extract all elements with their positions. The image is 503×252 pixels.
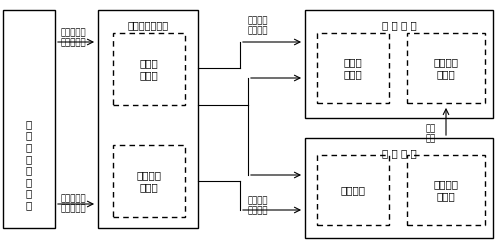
Text: 标定参数
数据库: 标定参数 数据库 [434, 179, 459, 201]
Text: 目标截面
尺寸模型: 目标截面 尺寸模型 [248, 16, 268, 35]
Text: 标 定 模 块: 标 定 模 块 [382, 148, 416, 158]
Text: 标定
参数: 标定 参数 [426, 124, 436, 143]
Bar [113, 33, 185, 105]
Bar [98, 10, 198, 228]
Bar [407, 33, 485, 103]
Bar [305, 10, 493, 118]
Text: 图像预处理模块: 图像预处理模块 [127, 20, 169, 30]
Bar [305, 138, 493, 238]
Text: 检测结果
数据库: 检测结果 数据库 [434, 57, 459, 79]
Text: 定子线棒宽
面数字图像: 定子线棒宽 面数字图像 [60, 28, 86, 47]
Text: 标准模型
数据库: 标准模型 数据库 [136, 170, 161, 192]
Text: 标准截面
尺寸模型: 标准截面 尺寸模型 [248, 196, 268, 215]
Text: 尺寸测
量软件: 尺寸测 量软件 [344, 57, 362, 79]
Bar [317, 155, 389, 225]
Bar [113, 145, 185, 217]
Text: 图
像
采
集
传
输
模
块: 图 像 采 集 传 输 模 块 [26, 119, 32, 210]
Bar [3, 10, 55, 228]
Text: 测 量 模 块: 测 量 模 块 [382, 20, 416, 30]
Text: 定标软件: 定标软件 [341, 185, 366, 195]
Bar [317, 33, 389, 103]
Bar [407, 155, 485, 225]
Text: 定子线棒窄
面数字图像: 定子线棒窄 面数字图像 [60, 194, 86, 213]
Text: 图像处
理软件: 图像处 理软件 [140, 58, 158, 80]
